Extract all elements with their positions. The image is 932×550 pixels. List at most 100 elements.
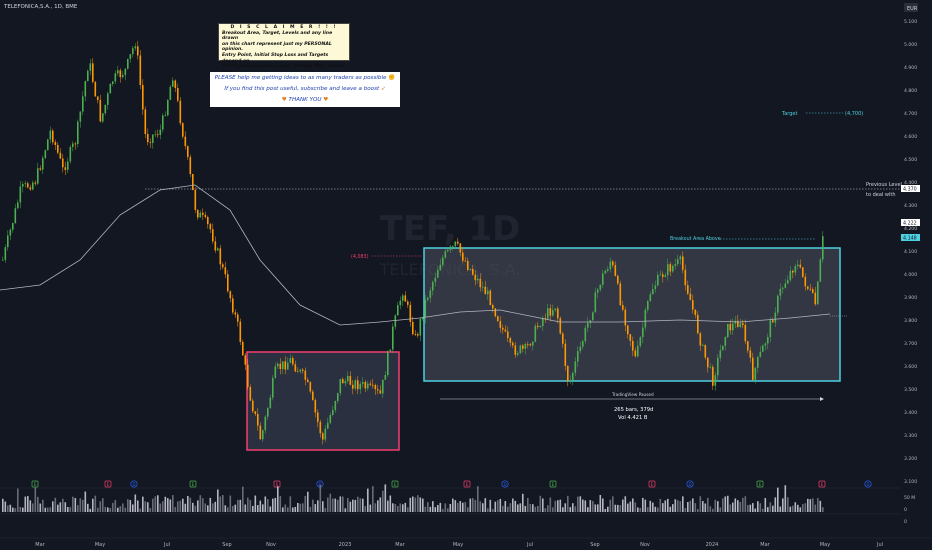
candle-body: [504, 329, 507, 332]
candle-body: [254, 411, 257, 415]
earnings-marker[interactable]: E: [189, 480, 197, 488]
candle-body: [349, 375, 352, 385]
svg-text:D: D: [503, 482, 506, 487]
dividend-marker[interactable]: D: [864, 480, 872, 488]
candle-body: [367, 383, 369, 389]
candle-body: [29, 187, 32, 190]
earnings-marker[interactable]: E: [391, 480, 399, 488]
candle-body: [599, 284, 602, 290]
candle-body: [107, 93, 109, 105]
previous-level-label-1: Previous Level: [866, 182, 902, 188]
volume-bar: [577, 496, 579, 512]
candle-body: [104, 104, 107, 114]
volume-bar: [14, 508, 17, 512]
price-tick: 4.700: [904, 111, 917, 117]
earnings-marker[interactable]: E: [463, 480, 471, 488]
candle-body: [462, 252, 464, 261]
candle-body: [799, 264, 802, 268]
dividend-marker[interactable]: D: [686, 480, 694, 488]
volume-bar: [284, 504, 287, 512]
earnings-marker[interactable]: E: [756, 480, 764, 488]
volume-bar: [327, 497, 329, 512]
candle-body: [42, 157, 44, 170]
volume-bar: [644, 499, 647, 512]
volume-bar: [454, 500, 457, 512]
earnings-marker[interactable]: E: [104, 480, 112, 488]
candle-body: [47, 139, 49, 151]
volume-bar: [4, 501, 7, 512]
candle-body: [57, 144, 59, 153]
volume-bar: [602, 498, 604, 512]
candle-body: [459, 243, 462, 253]
bars-range: 265 bars, 379d: [614, 407, 653, 413]
target-value: (4,700): [845, 111, 863, 117]
dividend-marker[interactable]: D: [501, 480, 509, 488]
candle-body: [224, 267, 227, 275]
breakout-box-2023[interactable]: [423, 247, 841, 382]
volume-bar: [87, 503, 89, 512]
target-label: Target: [781, 111, 798, 117]
price-axis[interactable]: 5.100 5.000 4.900 4.800 4.700 4.600 4.500 4.400…: [904, 19, 917, 485]
candle-body: [549, 308, 552, 316]
current-sub-badge: [901, 234, 920, 241]
volume-bar: [19, 506, 22, 512]
volume-bar: [149, 508, 152, 512]
earnings-marker[interactable]: E: [31, 480, 39, 488]
disclaimer-line: Breakout Area, Target, Levels and any li…: [222, 30, 333, 42]
breakout-label: Breakout Area Above: [670, 236, 721, 242]
volume-bar: [707, 497, 709, 512]
volume-bar: [134, 494, 137, 512]
volume-bar: [74, 497, 77, 512]
candle-body: [484, 286, 487, 295]
candle-body: [692, 300, 694, 310]
candle-body: [199, 212, 202, 218]
dividend-marker[interactable]: D: [130, 480, 138, 488]
time-tick: May: [95, 542, 105, 548]
candle-body: [669, 264, 672, 272]
volume-bar: [657, 507, 659, 512]
volume-bar: [754, 508, 757, 512]
earnings-marker[interactable]: E: [549, 480, 557, 488]
candle-body: [204, 214, 207, 218]
plea-box: PLEASE help me getting ideas to as many …: [210, 72, 400, 107]
candle-body: [247, 364, 249, 388]
volume-bar: [147, 502, 149, 512]
candle-body: [499, 321, 502, 328]
price-tick: 3.200: [904, 456, 917, 462]
volume-bar: [737, 500, 739, 512]
earnings-marker[interactable]: E: [648, 480, 656, 488]
volume-bar: [612, 496, 614, 512]
volume-bar: [154, 496, 157, 512]
volume-bar: [294, 506, 297, 512]
candle-body: [274, 366, 277, 379]
candle-body: [492, 305, 494, 309]
candle-body: [72, 143, 74, 147]
volume-bar: [182, 498, 184, 512]
volume-bar: [504, 501, 507, 512]
volume-bar: [72, 496, 74, 512]
candle-body: [322, 433, 324, 440]
earnings-marker[interactable]: E: [818, 480, 826, 488]
candle-body: [297, 371, 299, 373]
volume-bar: [119, 506, 122, 512]
volume-bar: [647, 507, 649, 512]
candle-body: [514, 345, 517, 355]
candle-body: [567, 365, 569, 382]
candle-body: [194, 189, 197, 210]
candle-body: [629, 334, 632, 341]
volume-bar: [49, 507, 52, 512]
earnings-marker[interactable]: E: [273, 480, 281, 488]
volume-bar: [152, 498, 154, 512]
candle-body: [739, 323, 742, 328]
volume-bar: [224, 505, 227, 512]
time-axis[interactable]: Mar May Jul Sep Nov 2023 Mar May Jul Sep Nov 2024 Ma…: [35, 542, 883, 548]
volume-bar: [179, 500, 182, 512]
volume-bar: [332, 498, 334, 512]
volume-bar: [177, 501, 179, 512]
candle-body: [89, 63, 92, 71]
volume-bar: [652, 502, 654, 512]
lower-pane-tick: 0: [904, 519, 907, 525]
volume-bar: [569, 507, 572, 512]
